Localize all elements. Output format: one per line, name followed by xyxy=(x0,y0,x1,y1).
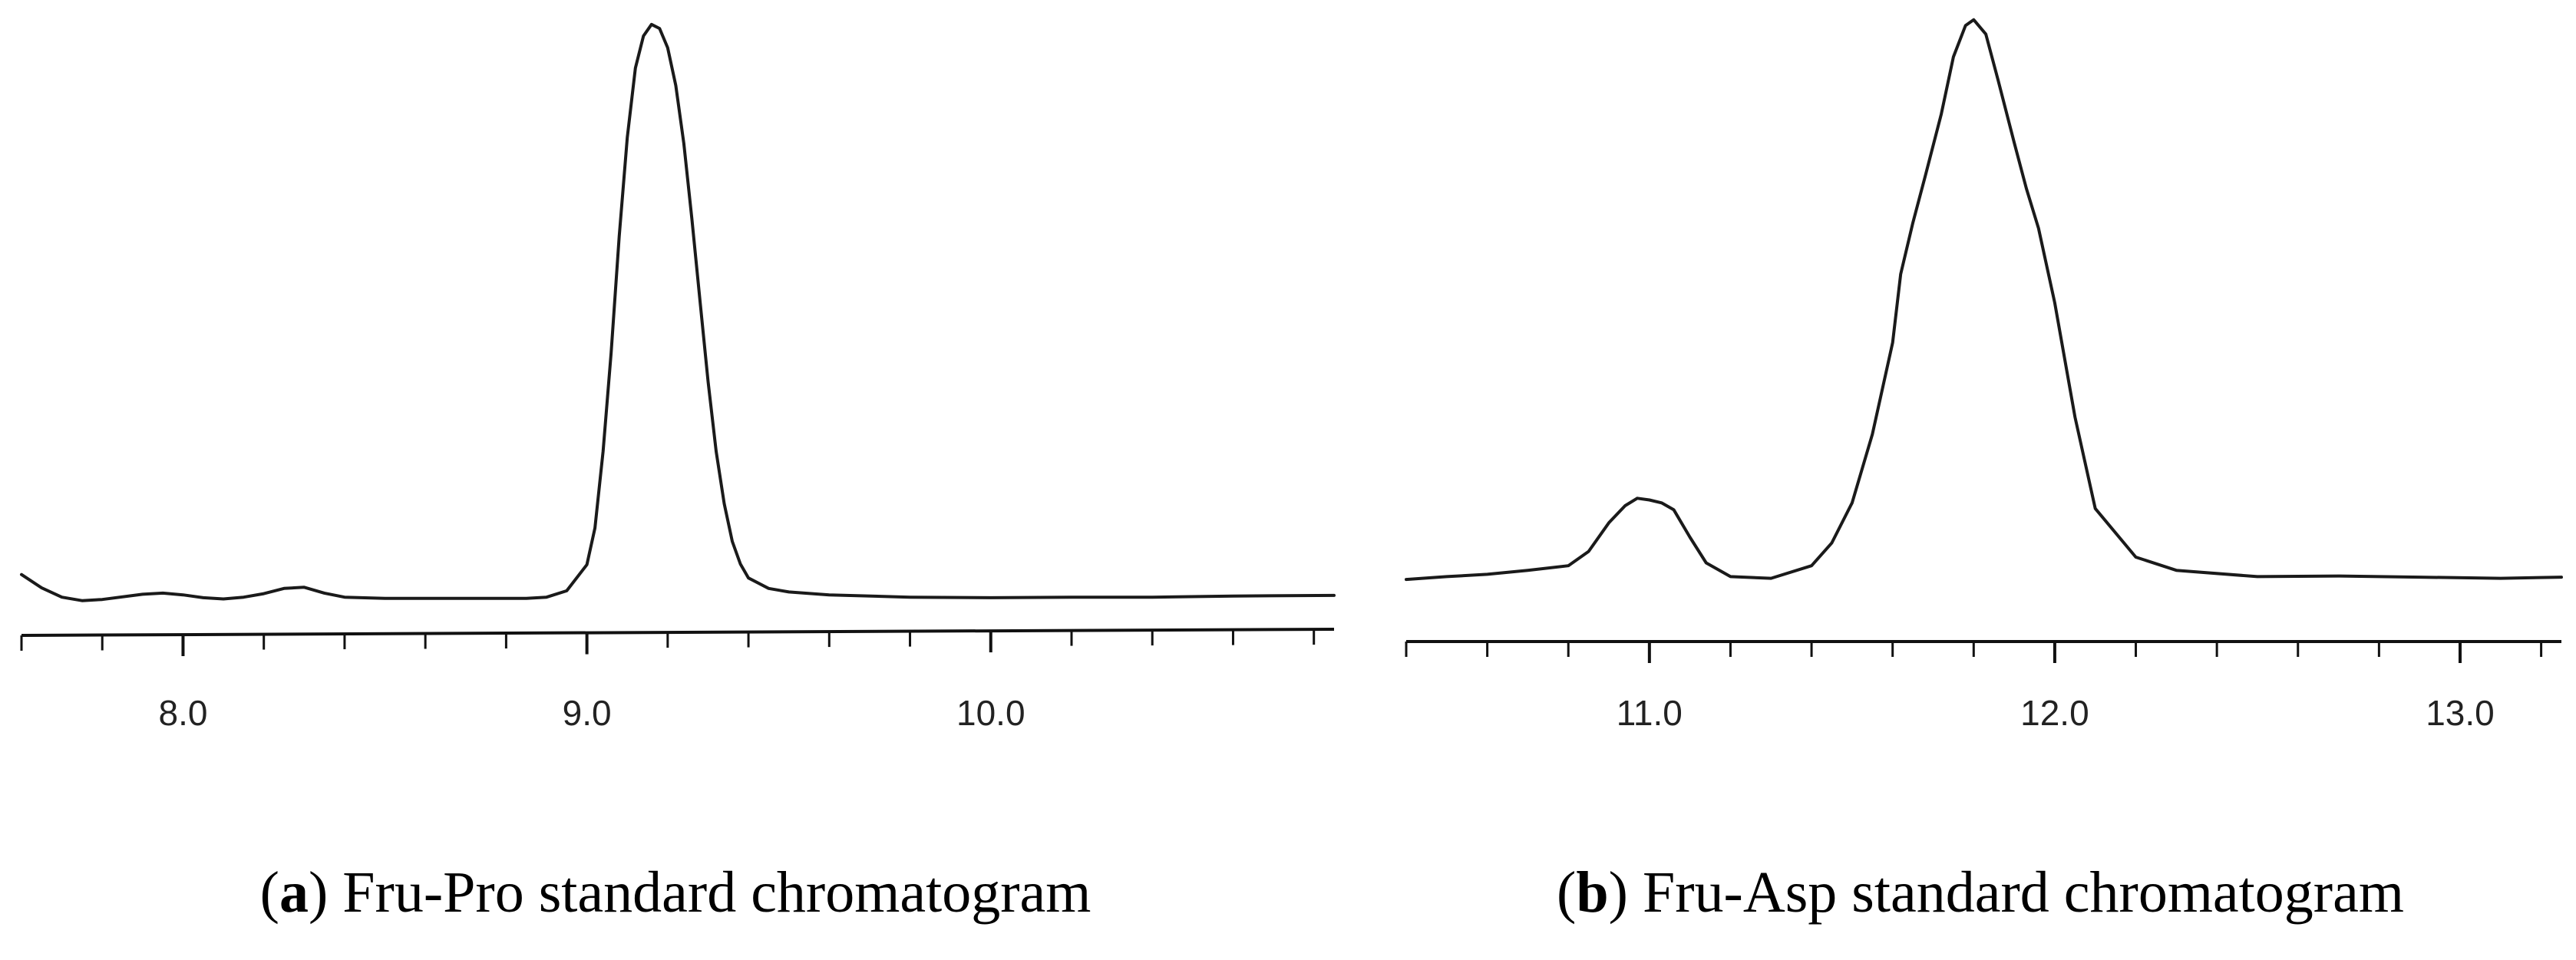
panel-b-letter: b xyxy=(1576,860,1609,925)
x-tick-label: 11.0 xyxy=(1617,693,1683,733)
x-tick-label: 13.0 xyxy=(2426,693,2495,733)
x-tick-label: 9.0 xyxy=(563,693,612,733)
panel-a-x-axis xyxy=(21,628,1335,637)
panel-a-chart: 8.0 9.0 10.0 xyxy=(20,22,1336,733)
panel-b-chart: 11.0 12.0 13.0 xyxy=(1405,18,2563,733)
panel-b-caption: (b) Fru-Asp standard chromatogram xyxy=(1557,860,2404,925)
panel-a-chromatogram-line xyxy=(20,22,1336,602)
x-tick-label: 8.0 xyxy=(158,693,207,733)
panel-a-caption: (a) Fru-Pro standard chromatogram xyxy=(259,860,1091,925)
panel-b-chromatogram-line xyxy=(1405,18,2563,582)
panel-a-letter: a xyxy=(279,860,309,925)
panel-b-caption-text: Fru-Asp standard chromatogram xyxy=(1642,860,2404,925)
panel-a-caption-text: Fru-Pro standard chromatogram xyxy=(342,860,1091,925)
x-tick-label: 10.0 xyxy=(956,693,1025,733)
x-tick-label: 12.0 xyxy=(2020,693,2089,733)
